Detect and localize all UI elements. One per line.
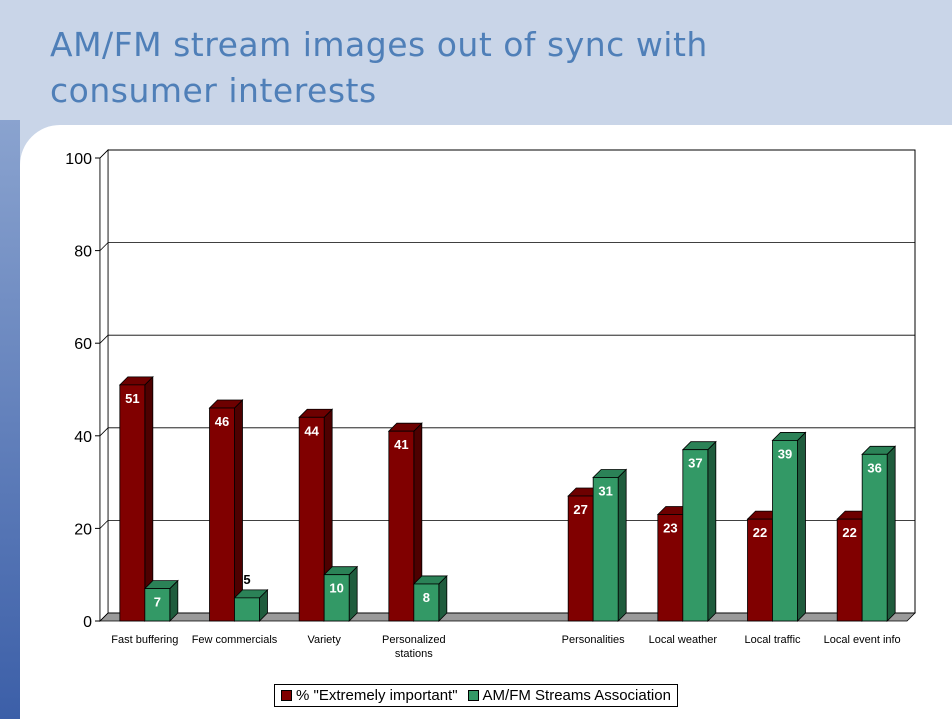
legend-label: AM/FM Streams Association xyxy=(482,687,671,704)
value-label: 7 xyxy=(154,595,161,610)
y-tick-label: 60 xyxy=(74,336,92,353)
bar xyxy=(144,588,171,622)
legend-label: % "Extremely important" xyxy=(296,687,458,704)
bar xyxy=(682,449,709,622)
bar xyxy=(772,440,798,622)
value-label: 22 xyxy=(753,525,767,540)
x-tick-label: Fast buffering xyxy=(111,634,179,646)
bar xyxy=(234,597,260,622)
value-label: 31 xyxy=(598,483,612,498)
bar xyxy=(657,514,684,622)
y-tick-label: 100 xyxy=(65,151,92,168)
axis-side xyxy=(99,149,109,622)
legend-item: AM/FM Streams Association xyxy=(467,687,671,704)
slide-title: AM/FM stream images out of sync with con… xyxy=(50,25,708,110)
legend-item: % "Extremely important" xyxy=(281,687,458,704)
bar-side xyxy=(707,440,717,622)
x-tick-label: Local event info xyxy=(823,634,901,646)
y-tick-label: 80 xyxy=(74,244,92,261)
value-label: 39 xyxy=(778,446,792,461)
bar xyxy=(567,495,594,622)
value-label: 44 xyxy=(304,423,319,438)
bar-side xyxy=(234,399,243,622)
x-tick-label: Personalities xyxy=(561,634,625,646)
bar xyxy=(861,453,888,622)
bar xyxy=(388,430,415,622)
bar xyxy=(747,518,773,622)
grid-line-side xyxy=(99,242,109,251)
bar-side xyxy=(797,431,806,622)
bar xyxy=(298,416,325,622)
bar-side xyxy=(617,468,627,622)
legend: % "Extremely important" AM/FM Streams Ass… xyxy=(274,684,678,707)
value-label: 27 xyxy=(573,502,587,517)
y-tick-label: 40 xyxy=(74,429,92,446)
grid-line-side xyxy=(99,149,109,159)
value-label: 36 xyxy=(867,460,881,475)
bar-side xyxy=(886,445,896,622)
y-tick-label: 0 xyxy=(83,614,92,631)
bar xyxy=(119,384,146,622)
grid-line-side xyxy=(99,427,109,437)
legend-swatch xyxy=(281,690,292,701)
x-tick-label: Local weather xyxy=(648,634,718,646)
bar xyxy=(836,518,863,622)
grid-line-side xyxy=(99,612,109,622)
grid-line-side xyxy=(99,334,109,344)
value-label: 5 xyxy=(243,572,250,587)
grid-line-side xyxy=(99,520,109,529)
value-label: 22 xyxy=(842,525,856,540)
bar xyxy=(592,477,619,622)
bar-side xyxy=(348,565,358,622)
x-tick-label: Local traffic xyxy=(744,634,801,646)
x-tick-label: Variety xyxy=(307,634,341,646)
side-stripe xyxy=(0,120,20,719)
legend-swatch xyxy=(467,690,479,701)
x-tick-label: Personalized stations xyxy=(382,634,446,660)
bar xyxy=(209,407,235,622)
y-tick-label: 20 xyxy=(74,521,92,538)
value-label: 46 xyxy=(215,414,229,429)
value-label: 23 xyxy=(663,521,677,536)
x-tick-label: Few commercials xyxy=(191,634,278,646)
value-label: 51 xyxy=(125,391,139,406)
bar xyxy=(413,583,440,622)
bar xyxy=(323,574,350,622)
value-label: 8 xyxy=(423,590,430,605)
value-label: 37 xyxy=(688,456,702,471)
value-label: 10 xyxy=(329,581,343,596)
value-label: 41 xyxy=(394,437,408,452)
